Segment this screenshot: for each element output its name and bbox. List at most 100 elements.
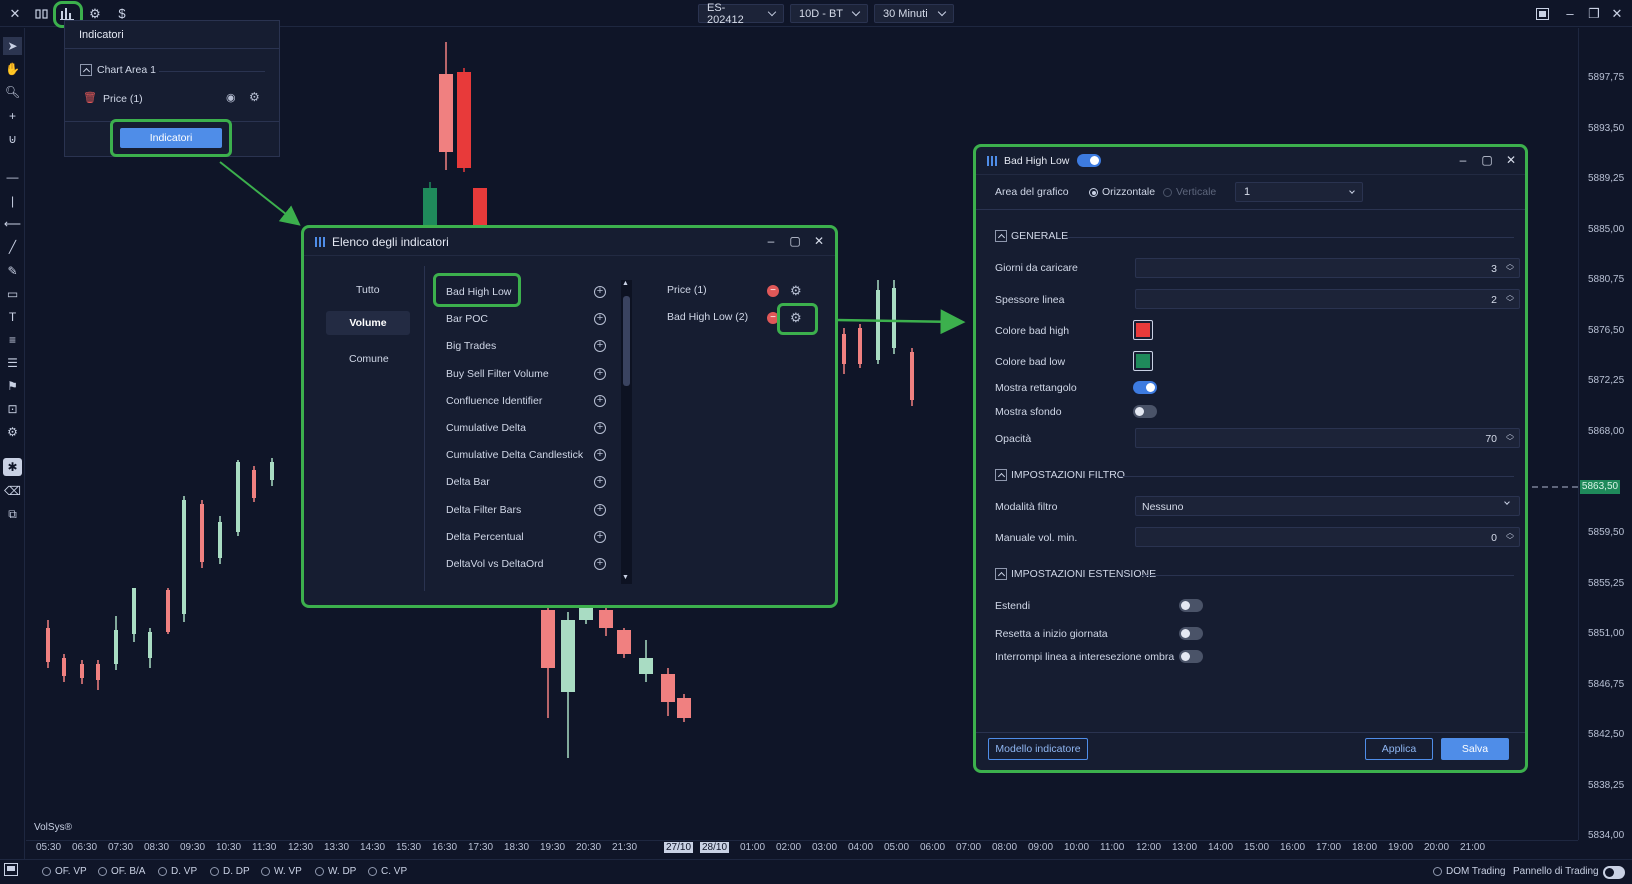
- minimize-icon[interactable]: –: [1566, 6, 1574, 21]
- indicator-list-item[interactable]: Buy Sell Filter Volume: [446, 367, 549, 380]
- indicator-list-item[interactable]: DeltaVol vs DeltaOrd: [446, 558, 544, 570]
- zoom-icon[interactable]: 🔍︎: [4, 85, 21, 99]
- close-icon[interactable]: ✕: [9, 5, 21, 21]
- hand-icon[interactable]: ✋: [5, 62, 20, 76]
- add-indicator-icon[interactable]: +: [594, 394, 606, 407]
- opacity-input[interactable]: 70 ︿ ﹀: [1135, 428, 1520, 448]
- maximize-icon[interactable]: ▢: [1481, 153, 1493, 167]
- close-window-icon[interactable]: ✕: [1611, 5, 1623, 21]
- bottom-study-toggle[interactable]: OF. B/A: [98, 866, 145, 877]
- scrollbar-thumb[interactable]: [623, 296, 630, 386]
- indicator-list-item[interactable]: Big Trades: [446, 340, 497, 353]
- gear-icon[interactable]: ⚙: [89, 5, 101, 21]
- indicators-icon[interactable]: [57, 4, 77, 23]
- crosshair-icon[interactable]: +: [8, 109, 16, 123]
- active-tool-icon[interactable]: ✱: [3, 458, 22, 476]
- add-indicator-icon[interactable]: +: [594, 286, 606, 298]
- dollar-icon[interactable]: $: [118, 6, 126, 21]
- add-indicator-icon[interactable]: +: [594, 558, 606, 570]
- radio-horizontal[interactable]: [1089, 188, 1098, 197]
- add-indicator-icon[interactable]: +: [594, 340, 606, 353]
- chart-area-select[interactable]: 1: [1235, 182, 1363, 202]
- fib-icon[interactable]: ≡: [8, 333, 16, 347]
- trend-line-icon[interactable]: ╱: [8, 240, 17, 254]
- candlestick-chart[interactable]: [26, 28, 1578, 840]
- stepper-icon[interactable]: ︿ ﹀: [1506, 290, 1514, 307]
- category-comune[interactable]: Comune: [349, 353, 389, 365]
- panel-icon[interactable]: [1532, 4, 1552, 23]
- indicator-list-item[interactable]: Bad High Low: [446, 286, 512, 298]
- vertical-line-icon[interactable]: |: [10, 194, 15, 208]
- show-bg-toggle[interactable]: [1133, 405, 1157, 418]
- stepper-icon[interactable]: ︿ ﹀: [1506, 429, 1514, 446]
- trading-panel-toggle[interactable]: [1603, 866, 1625, 879]
- symbol-select[interactable]: ES-202412: [698, 2, 784, 26]
- minimize-icon[interactable]: –: [767, 234, 775, 248]
- measure-icon[interactable]: ⊡: [7, 402, 18, 416]
- close-icon[interactable]: ✕: [1505, 153, 1517, 167]
- apply-button[interactable]: Applica: [1365, 738, 1433, 760]
- ray-icon[interactable]: ⟵: [3, 217, 22, 231]
- indicator-list-item[interactable]: Delta Filter Bars: [446, 503, 522, 516]
- scrollbar[interactable]: [621, 280, 632, 584]
- indicator-list-item[interactable]: Confluence Identifier: [446, 394, 543, 407]
- days-input[interactable]: 3 ︿ ﹀: [1135, 258, 1520, 278]
- copy-icon[interactable]: ⧉: [8, 506, 17, 521]
- bottom-study-toggle[interactable]: C. VP: [368, 866, 407, 877]
- remove-icon[interactable]: −: [767, 285, 779, 297]
- reset-toggle[interactable]: [1179, 627, 1203, 640]
- indicator-list-item[interactable]: Cumulative Delta: [446, 422, 526, 434]
- bottom-study-toggle[interactable]: D. VP: [158, 866, 197, 877]
- bottom-study-toggle[interactable]: W. DP: [315, 866, 356, 877]
- bottom-study-toggle[interactable]: D. DP: [210, 866, 250, 877]
- candles-icon[interactable]: [32, 4, 52, 23]
- flag-icon[interactable]: ⚑: [7, 379, 18, 393]
- horizontal-line-icon[interactable]: —: [6, 170, 19, 184]
- dom-trading-toggle[interactable]: DOM Trading: [1433, 866, 1505, 877]
- section-general[interactable]: GENERALE: [995, 230, 1068, 242]
- section-filter[interactable]: IMPOSTAZIONI FILTRO: [995, 469, 1125, 481]
- list-icon[interactable]: ☰: [7, 356, 18, 370]
- active-price-indicator[interactable]: Price (1): [667, 284, 707, 296]
- indicator-enabled-toggle[interactable]: [1077, 154, 1101, 167]
- collapse-icon[interactable]: [80, 64, 92, 76]
- trash-icon[interactable]: 🗑︎: [83, 92, 97, 104]
- filter-mode-select[interactable]: Nessuno: [1135, 496, 1520, 516]
- category-tutto[interactable]: Tutto: [356, 284, 380, 296]
- save-button[interactable]: Salva: [1441, 738, 1509, 760]
- cursor-icon[interactable]: ➤: [3, 37, 22, 55]
- active-bad-high-low-indicator[interactable]: Bad High Low (2): [667, 311, 749, 323]
- add-indicator-icon[interactable]: +: [594, 530, 606, 543]
- add-indicator-icon[interactable]: +: [594, 422, 606, 434]
- extend-toggle[interactable]: [1179, 599, 1203, 612]
- show-rect-toggle[interactable]: [1133, 381, 1157, 394]
- remove-icon[interactable]: −: [767, 312, 779, 324]
- color-low-swatch[interactable]: [1133, 351, 1153, 371]
- add-indicator-icon[interactable]: +: [594, 476, 606, 489]
- restore-icon[interactable]: ❐: [1588, 5, 1600, 21]
- template-select[interactable]: 10D - BT: [790, 4, 868, 23]
- manual-vol-input[interactable]: 0 ︿ ﹀: [1135, 527, 1520, 547]
- template-button[interactable]: Modello indicatore: [988, 738, 1088, 760]
- section-extension[interactable]: IMPOSTAZIONI ESTENSIONE: [995, 568, 1156, 580]
- category-volume[interactable]: Volume: [326, 311, 410, 335]
- scroll-down-icon[interactable]: ▼: [622, 574, 629, 581]
- layout-icon[interactable]: [4, 863, 18, 876]
- thickness-input[interactable]: 2 ︿ ﹀: [1135, 289, 1520, 309]
- bottom-study-toggle[interactable]: OF. VP: [42, 866, 87, 877]
- gear-icon[interactable]: ⚙: [790, 283, 802, 298]
- eraser-icon[interactable]: ⌫: [4, 484, 21, 498]
- indicator-list-item[interactable]: Delta Percentual: [446, 530, 524, 543]
- eye-icon[interactable]: ◉: [226, 92, 236, 104]
- scroll-up-icon[interactable]: ▲: [622, 280, 629, 287]
- add-indicator-icon[interactable]: +: [594, 503, 606, 516]
- add-indicator-icon[interactable]: +: [594, 313, 606, 326]
- maximize-icon[interactable]: ▢: [789, 234, 801, 248]
- stepper-icon[interactable]: ︿ ﹀: [1506, 528, 1514, 545]
- add-indicator-icon[interactable]: +: [594, 449, 606, 462]
- timeframe-select[interactable]: 30 Minuti: [874, 4, 954, 23]
- stepper-icon[interactable]: ︿ ﹀: [1506, 259, 1514, 276]
- magnet-icon[interactable]: ⊍: [8, 132, 17, 146]
- close-icon[interactable]: ✕: [813, 234, 825, 248]
- break-line-toggle[interactable]: [1179, 650, 1203, 663]
